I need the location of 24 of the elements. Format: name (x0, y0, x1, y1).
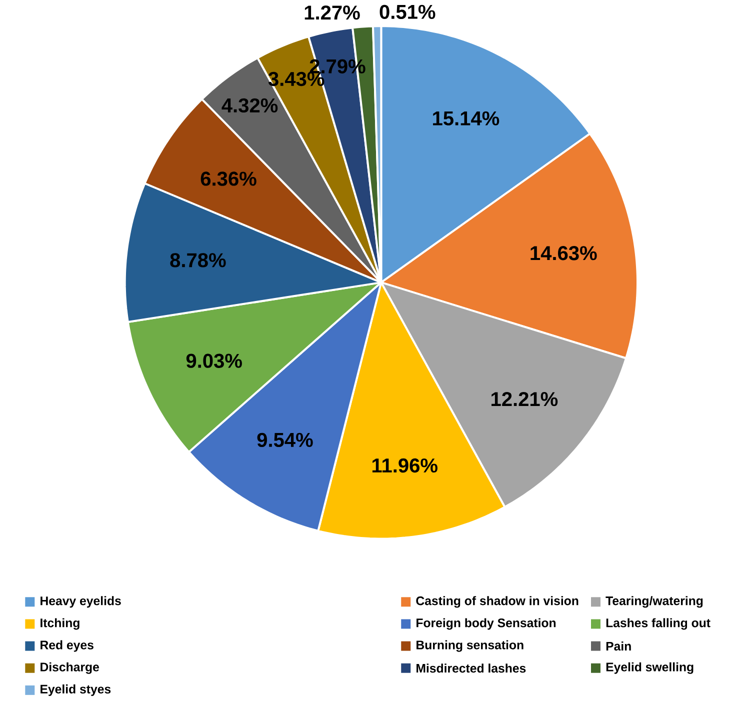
legend-label: Red eyes (40, 640, 94, 652)
data-label: 4.32% (222, 98, 278, 113)
legend-label: Itching (40, 618, 80, 630)
data-label: 6.36% (200, 172, 256, 186)
legend-label: Pain (606, 642, 631, 651)
data-label: 1.27% (304, 6, 360, 20)
legend-label: Eyelid styes (40, 684, 111, 696)
data-label: 0.51% (380, 4, 436, 19)
data-label: 12.21% (492, 392, 558, 406)
data-label: 8.78% (170, 253, 226, 268)
data-label: 9.03% (186, 354, 242, 368)
legend-label: Foreign body Sensation (416, 618, 556, 630)
data-label: 11.96% (372, 458, 438, 473)
data-label: 15.14% (433, 111, 500, 126)
data-label: 14.63% (530, 246, 597, 260)
legend-label: Casting of shadow in vision (416, 596, 578, 608)
data-label: 9.54% (257, 432, 313, 448)
legend-label: Misdirected lashes (416, 664, 526, 673)
legend-label: Heavy eyelids (40, 596, 121, 608)
legend-label: Tearing/watering (606, 596, 703, 608)
legend-label: Lashes falling out (606, 618, 710, 630)
legend-label: Eyelid swelling (606, 662, 694, 674)
legend-label: Burning sensation (416, 640, 524, 652)
legend-label: Discharge (40, 662, 99, 674)
